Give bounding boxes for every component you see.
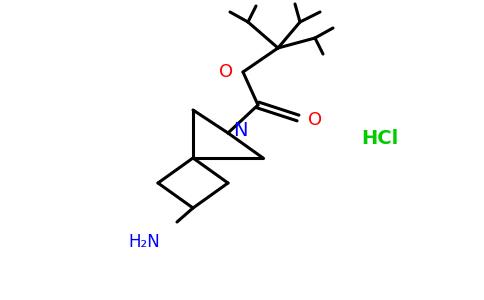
Text: N: N (233, 122, 247, 140)
Text: O: O (308, 111, 322, 129)
Text: HCl: HCl (362, 128, 399, 148)
Text: H₂N: H₂N (128, 233, 160, 251)
Text: O: O (219, 63, 233, 81)
